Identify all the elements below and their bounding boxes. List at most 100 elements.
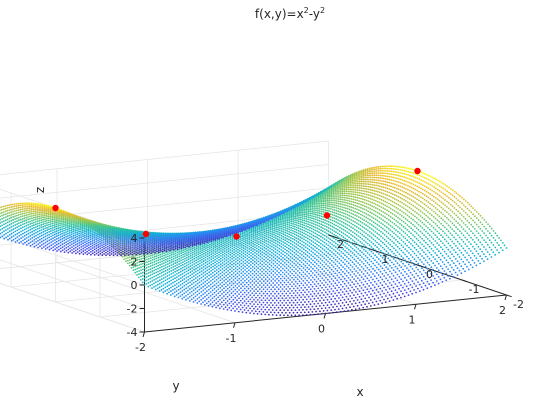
surface-point	[303, 238, 305, 241]
surface-point	[295, 264, 297, 267]
surface-point	[311, 300, 314, 303]
surface-point	[443, 226, 446, 229]
surface-point	[272, 263, 275, 265]
surface-point	[334, 297, 336, 300]
surface-point	[153, 275, 156, 278]
surface-point	[334, 263, 337, 266]
surface-point	[432, 226, 435, 229]
surface-point	[231, 236, 234, 238]
surface-point	[294, 289, 297, 292]
surface-point	[200, 299, 203, 301]
surface-point	[366, 305, 368, 308]
grid-line	[0, 235, 145, 286]
surface-point	[170, 273, 173, 275]
surface-point	[290, 237, 292, 239]
surface-point	[351, 256, 354, 259]
surface-point	[389, 254, 391, 256]
surface-point	[279, 217, 282, 220]
surface-point	[299, 245, 301, 248]
surface-point	[425, 182, 428, 184]
surface-point	[283, 294, 286, 297]
surface-point	[445, 279, 448, 282]
surface-point	[267, 229, 270, 232]
surface-point	[210, 280, 212, 282]
surface-point	[307, 220, 309, 223]
surface-point	[384, 224, 386, 227]
surface-point	[229, 251, 232, 254]
surface-point	[434, 271, 436, 273]
surface-point	[368, 170, 371, 173]
surface-point	[242, 247, 245, 250]
surface-point	[366, 252, 369, 254]
surface-point	[436, 203, 439, 206]
surface-point	[268, 295, 271, 297]
surface-point	[427, 232, 429, 235]
surface-point	[320, 202, 323, 205]
surface-point	[317, 256, 320, 259]
surface-point	[326, 288, 329, 291]
surface-point	[319, 275, 322, 278]
surface-point	[225, 268, 228, 271]
surface-point	[322, 227, 324, 230]
surface-point	[278, 236, 281, 239]
surface-point	[263, 249, 266, 252]
surface-point	[423, 198, 426, 201]
surface-point	[270, 272, 273, 275]
surface-point	[289, 239, 292, 242]
surface-point	[458, 230, 461, 233]
surface-point	[229, 240, 232, 243]
surface-point	[370, 232, 373, 235]
surface-point	[318, 206, 321, 208]
surface-point	[361, 201, 364, 204]
surface-point	[359, 269, 361, 271]
surface-point	[285, 283, 288, 286]
surface-point	[210, 253, 213, 256]
surface-point	[416, 202, 418, 205]
surface-point	[364, 173, 367, 175]
surface-point	[413, 252, 416, 255]
surface-point	[347, 277, 350, 279]
surface-point	[340, 187, 342, 190]
surface-point	[414, 215, 416, 218]
surface-point	[404, 213, 407, 215]
surface-point	[324, 196, 327, 199]
surface-point	[392, 170, 395, 173]
surface-point	[197, 258, 200, 261]
surface-point	[330, 201, 332, 204]
surface-point	[384, 190, 387, 193]
surface-point	[324, 206, 327, 209]
surface-point	[303, 311, 306, 314]
surface-point	[301, 226, 304, 229]
surface-point	[485, 221, 487, 224]
surface-point	[389, 220, 392, 223]
surface-point	[316, 254, 318, 257]
surface-point	[415, 266, 418, 269]
surface-point	[374, 222, 377, 225]
surface-point	[215, 275, 218, 278]
surface-point	[332, 275, 335, 278]
surface-point	[322, 224, 324, 227]
surface-point	[353, 182, 355, 185]
surface-point	[272, 244, 275, 247]
surface-point	[483, 239, 485, 242]
surface-point	[335, 218, 338, 221]
surface-point	[307, 306, 310, 308]
surface-point	[202, 297, 204, 300]
surface-point	[408, 252, 410, 254]
surface-point	[369, 191, 372, 194]
surface-point	[168, 287, 171, 290]
surface-point	[382, 232, 384, 235]
surface-point	[360, 172, 363, 175]
surface-point	[201, 258, 203, 261]
surface-point	[404, 253, 406, 256]
surface-point	[263, 265, 265, 268]
surface-point	[328, 205, 330, 208]
surface-point	[335, 198, 338, 200]
surface-point	[352, 207, 355, 209]
surface-point	[350, 215, 353, 218]
surface-point	[385, 283, 387, 285]
surface-point	[181, 279, 184, 282]
surface-point	[470, 211, 473, 214]
surface-point	[463, 198, 465, 201]
surface-point	[443, 238, 446, 241]
